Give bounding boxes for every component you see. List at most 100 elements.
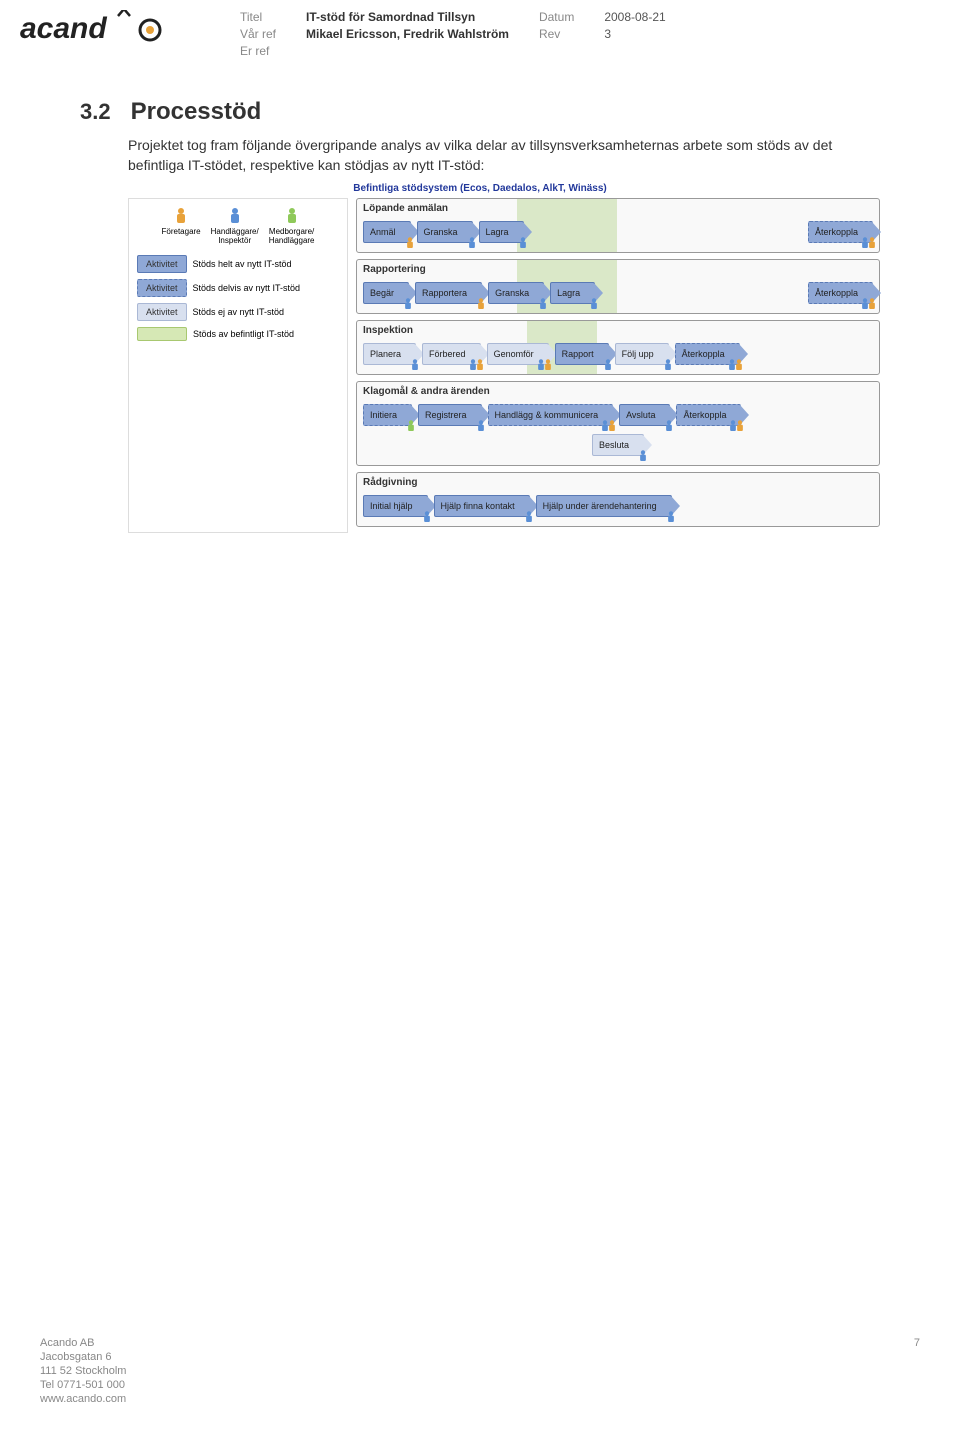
step-people-icon [863,297,877,311]
process-step: Hjälp finna kontakt [434,494,530,518]
step-people-icon [409,419,416,433]
header-meta: Titel Vår ref Er ref IT-stöd för Samordn… [240,10,666,58]
process-step: Återkoppla [808,281,873,305]
step-people-icon [541,297,548,311]
lanes: Löpande anmälan Anmäl Granska Lagra Återkopp… [356,198,880,533]
lane-title: Rapportering [363,264,873,275]
lane-title: Inspektion [363,325,873,336]
footer-city: 111 52 Stockholm [40,1365,126,1377]
lane: Rapportering Begär Rapportera Granska Lagra Å… [356,259,880,314]
process-step: Registrera [418,403,482,427]
step-people-icon [425,510,432,524]
step-people-icon [527,510,534,524]
legend-role: Företagare [162,207,201,245]
step-label: Initiera [363,404,412,426]
process-step: Initial hjälp [363,494,428,518]
step-label: Planera [363,343,416,365]
lane: Klagomål & andra ärenden Initiera Registre… [356,381,880,466]
step-people-icon [730,358,744,372]
legend-role: Medborgare/Handläggare [269,207,315,245]
section-body: Projektet tog fram följande övergripande… [128,136,880,175]
footer-tel: Tel 0771-501 000 [40,1379,126,1391]
process-step: Hjälp under ärendehantering [536,494,672,518]
step-people-icon [521,236,528,250]
process-step: Handlägg & kommunicera [488,403,614,427]
process-step: Lagra [550,281,595,305]
step-label: Rapportera [415,282,482,304]
process-step: Begär [363,281,409,305]
process-step: Återkoppla [675,342,740,366]
legend-row: AktivitetStöds helt av nytt IT-stöd [137,255,339,273]
svg-text:acand: acand [20,12,107,45]
step-label: Anmäl [363,221,411,243]
process-step: Förbered [422,342,481,366]
process-step: Rapport [555,342,609,366]
diagram: Företagare Handläggare/Inspektör Medborgar… [128,198,880,533]
step-label: Initial hjälp [363,495,428,517]
step-label: Granska [488,282,544,304]
meta-label-varref: Vår ref [240,27,276,41]
step-label: Registrera [418,404,482,426]
meta-date: 2008-08-21 [604,10,665,24]
lane-row: Planera FörberedGenomför Rapport Följ upp Åt… [363,342,873,366]
process-step: Granska [417,220,473,244]
step-label: Rapport [555,343,609,365]
lane-title: Löpande anmälan [363,203,873,214]
content: 3.2 Processtöd Projektet tog fram följan… [0,68,960,533]
step-people-icon [539,358,553,372]
step-label: Besluta [592,434,644,456]
step-people-icon [479,297,486,311]
step-people-icon [592,297,599,311]
step-people-icon [413,358,420,372]
process-step: Återkoppla [676,403,741,427]
logo: acand [20,10,200,50]
meta-label-datum: Datum [539,10,574,24]
lane-row: Initiera Registrera Handlägg & kommunicera… [363,403,873,427]
lane: Rådgivning Initial hjälp Hjälp finna konta… [356,472,880,527]
existing-system-band [517,199,617,252]
step-people-icon [479,419,486,433]
step-people-icon [863,236,877,250]
lane-row: Begär Rapportera Granska Lagra Återkoppla [363,281,873,305]
step-label: Följ upp [615,343,669,365]
lane-row: AnmälGranskaLagraÅterkoppla [363,220,873,244]
step-label: Handlägg & kommunicera [488,404,614,426]
lane-title: Klagomål & andra ärenden [363,386,873,397]
footer-street: Jacobsgatan 6 [40,1351,126,1363]
process-step: Avsluta [619,403,670,427]
step-label: Hjälp under ärendehantering [536,495,672,517]
lane-row: Initial hjälp Hjälp finna kontakt Hjälp un… [363,494,873,518]
meta-title: IT-stöd för Samordnad Tillsyn [306,10,509,24]
process-step: Återkoppla [808,220,873,244]
footer-company: Acando AB [40,1337,126,1349]
process-step: Anmäl [363,220,411,244]
legend-role: Handläggare/Inspektör [211,207,259,245]
diagram-caption: Befintliga stödsystem (Ecos, Daedalos, A… [80,183,880,194]
step-people-icon [669,510,676,524]
process-step: Följ upp [615,342,669,366]
section-title: Processtöd [131,98,262,126]
meta-author: Mikael Ericsson, Fredrik Wahlström [306,27,509,41]
legend: Företagare Handläggare/Inspektör Medborgar… [128,198,348,533]
step-people-icon [606,358,613,372]
step-people-icon [471,358,485,372]
lane: Inspektion Planera FörberedGenomför Rapport… [356,320,880,375]
legend-row: AktivitetStöds ej av nytt IT-stöd [137,303,339,321]
footer: Acando AB Jacobsgatan 6 111 52 Stockholm… [40,1337,920,1405]
section-number: 3.2 [80,99,111,125]
page-number: 7 [914,1337,920,1405]
process-step: Genomför [487,342,549,366]
step-people-icon [470,236,477,250]
process-step: Initiera [363,403,412,427]
footer-web: www.acando.com [40,1393,126,1405]
step-people-icon [667,419,674,433]
process-step: Granska [488,281,544,305]
process-step: Besluta [592,433,644,457]
lane-title: Rådgivning [363,477,873,488]
meta-rev: 3 [604,27,665,41]
meta-label-rev: Rev [539,27,560,41]
lane: Löpande anmälanAnmälGranskaLagraÅterkopp… [356,198,880,253]
process-step: Rapportera [415,281,482,305]
step-people-icon [603,419,617,433]
step-people-icon [731,419,745,433]
